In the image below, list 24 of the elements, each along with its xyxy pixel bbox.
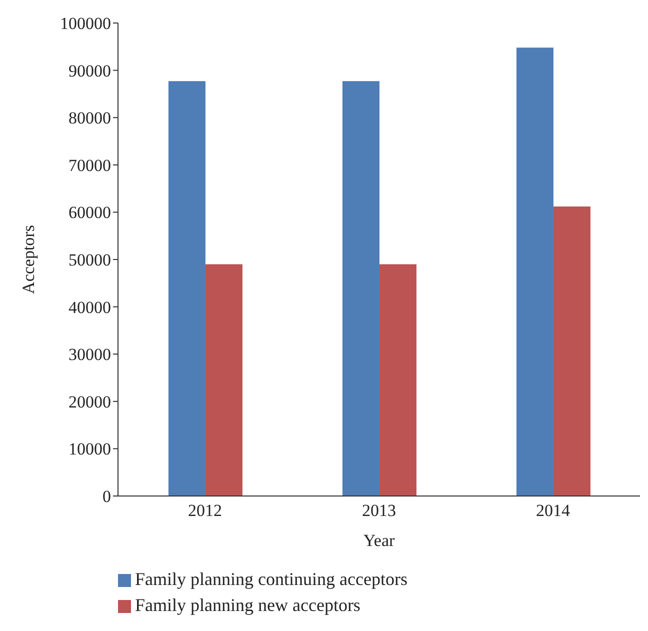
- y-tick-label: 30000: [68, 345, 111, 364]
- bar: [168, 81, 206, 496]
- bar: [553, 206, 590, 496]
- y-tick-label: 40000: [68, 298, 111, 317]
- bar: [205, 264, 242, 496]
- y-tick-label: 20000: [68, 392, 111, 412]
- bar: [342, 81, 380, 496]
- y-tick-label: 70000: [68, 156, 111, 175]
- y-tick-label: 100000: [60, 14, 111, 34]
- x-tick-label: 2013: [362, 501, 396, 520]
- legend-label: Family planning new acceptors: [135, 595, 360, 615]
- y-tick-label: 10000: [68, 440, 111, 459]
- y-tick-label: 90000: [68, 61, 111, 80]
- y-tick-label: 0: [102, 487, 111, 506]
- legend-label: Family planning continuing acceptors: [135, 569, 408, 589]
- y-axis-title: Acceptors: [19, 225, 38, 294]
- x-tick-label: 2014: [536, 501, 570, 520]
- bar: [379, 264, 416, 496]
- bar: [516, 48, 554, 496]
- y-tick-label: 80000: [68, 108, 111, 128]
- x-axis-title: Year: [363, 531, 395, 550]
- x-tick-label: 2012: [188, 501, 222, 520]
- y-tick-label: 50000: [68, 250, 111, 270]
- y-tick-label: 60000: [68, 203, 111, 222]
